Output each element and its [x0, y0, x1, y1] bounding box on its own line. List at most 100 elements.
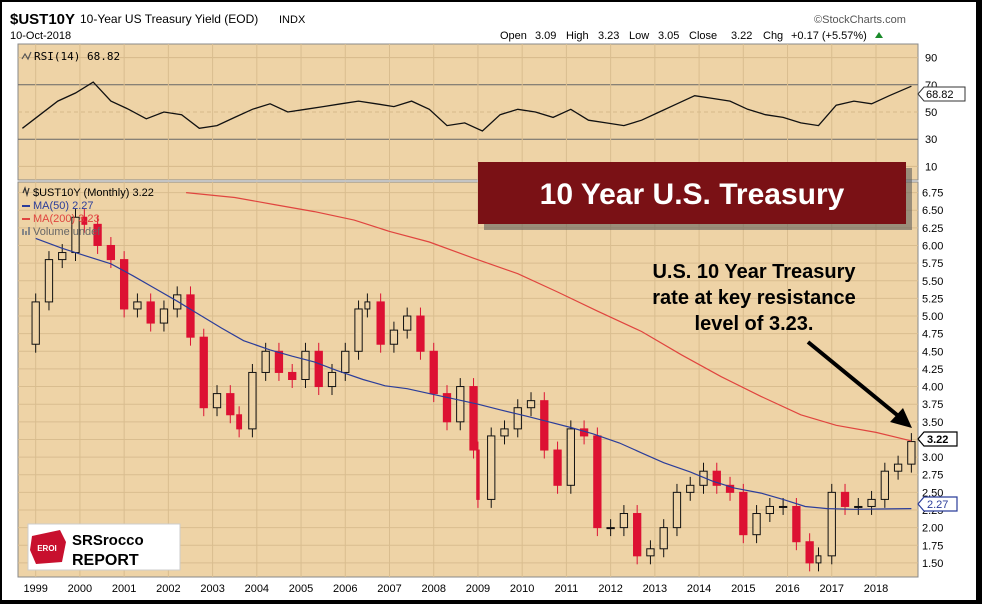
- candle-body: [500, 428, 509, 437]
- price-tick-label: 6.25: [922, 223, 943, 235]
- annotation: U.S. 10 Year Treasury rate at key resist…: [652, 261, 856, 335]
- price-tick-label: 4.00: [922, 382, 943, 394]
- x-tick-label: 2004: [245, 583, 269, 595]
- candle-body: [159, 308, 169, 324]
- candle-body: [236, 414, 243, 430]
- candle-body: [646, 548, 655, 557]
- annotation-line-3: level of 3.23.: [695, 313, 814, 335]
- volume-bars-icon: [22, 227, 30, 235]
- rsi-title: RSI(14) 68.82: [21, 50, 120, 63]
- annotation-arrow-icon: [806, 340, 912, 428]
- price-tick-label: 6.75: [922, 188, 943, 200]
- rsi-tick-label: 30: [925, 134, 937, 146]
- banner-text: 10 Year U.S. Treasury: [540, 178, 845, 211]
- candle-body: [354, 308, 363, 352]
- x-tick-label: 2012: [598, 583, 622, 595]
- low-value: 3.05: [658, 30, 679, 42]
- candle-body: [173, 294, 182, 310]
- svg-text:EROI: EROI: [37, 544, 57, 553]
- usa-map-icon: [30, 530, 66, 564]
- x-tick-label: 2002: [156, 583, 180, 595]
- legend-ma50: MA(50) 2.27: [33, 200, 94, 212]
- candle-body: [778, 505, 788, 508]
- annotation-line-2: rate at key resistance: [652, 287, 855, 309]
- price-candles: [31, 208, 916, 572]
- candle-body: [792, 505, 801, 543]
- price-y-axis: 1.501.752.002.252.502.753.003.253.503.75…: [922, 188, 943, 570]
- candle-body: [907, 441, 916, 465]
- candle-body: [487, 435, 496, 500]
- price-tick-label: 6.50: [922, 205, 943, 217]
- x-tick-label: 2000: [68, 583, 92, 595]
- price-tick-label: 1.50: [922, 558, 943, 570]
- rsi-label: RSI(14) 68.82: [34, 50, 120, 63]
- annotation-line-1: U.S. 10 Year Treasury: [652, 261, 856, 283]
- price-tick-label: 4.25: [922, 364, 943, 376]
- close-value: 3.22: [731, 30, 752, 42]
- x-tick-label: 2013: [643, 583, 667, 595]
- candle-body: [274, 350, 284, 373]
- ma50-line: [35, 237, 912, 510]
- price-tick-label: 5.00: [922, 311, 943, 323]
- candle-body: [476, 449, 480, 500]
- candle-body: [699, 470, 708, 486]
- candle-body: [248, 371, 257, 430]
- candle-body: [146, 301, 155, 324]
- x-axis: 1999 2000 2001 2002 2003 2004 2005 2006 2007 2008…: [23, 583, 888, 595]
- candle-body: [880, 470, 889, 500]
- close-label: Close: [689, 30, 717, 42]
- svg-text:68.82: 68.82: [926, 89, 954, 101]
- legend-ma200: MA(200) 3.23: [33, 213, 100, 225]
- candle-body: [659, 527, 668, 550]
- candle-body: [827, 491, 836, 557]
- price-tick-label: 2.75: [922, 470, 943, 482]
- x-tick-label: 2001: [112, 583, 136, 595]
- brand: ©StockCharts.com: [814, 14, 906, 26]
- price-tick-label: 3.75: [922, 399, 943, 411]
- candle-body: [261, 350, 270, 373]
- logo-bottom-text: REPORT: [72, 552, 139, 569]
- chg-value: +0.17 (+5.57%): [791, 30, 867, 42]
- candle-body: [364, 301, 371, 310]
- candle-body: [815, 555, 822, 564]
- rsi-glyph-icon: [21, 51, 32, 61]
- chart-date: 10-Oct-2018: [10, 30, 71, 42]
- legend-volume: Volume undef: [33, 226, 101, 238]
- candle-body: [133, 301, 142, 310]
- candle-body: [805, 541, 814, 564]
- candle-body: [633, 513, 642, 557]
- x-tick-label: 2015: [731, 583, 755, 595]
- x-tick-label: 2005: [289, 583, 313, 595]
- candle-body: [212, 393, 222, 409]
- price-tick-label: 5.75: [922, 258, 943, 270]
- candle-body: [429, 350, 438, 395]
- candle-body: [327, 371, 337, 388]
- candle-body: [867, 498, 876, 507]
- candle-body: [593, 435, 602, 529]
- price-tick-label: 6.00: [922, 240, 943, 252]
- ohlc-row: Open 3.09 High 3.23 Low 3.05 Close 3.22 …: [500, 30, 883, 42]
- candle-body: [288, 371, 297, 381]
- x-tick-label: 2006: [333, 583, 357, 595]
- rsi-tick-label: 50: [925, 107, 937, 119]
- title-banner: 10 Year U.S. Treasury: [478, 162, 912, 230]
- x-tick-label: 2016: [775, 583, 799, 595]
- candle-body: [416, 315, 425, 352]
- x-tick-label: 2017: [820, 583, 844, 595]
- price-tick-label: 3.00: [922, 452, 943, 464]
- up-arrow-icon: [875, 32, 883, 38]
- series-glyph-icon: [22, 186, 30, 198]
- candle-body: [686, 484, 695, 493]
- svg-text:2.27: 2.27: [927, 499, 948, 511]
- x-tick-label: 2008: [421, 583, 445, 595]
- candle-body: [672, 491, 682, 529]
- svg-text:3.22: 3.22: [927, 434, 948, 446]
- x-tick-label: 1999: [23, 583, 47, 595]
- rsi-value-badge: 68.82: [917, 86, 966, 102]
- description: 10-Year US Treasury Yield (EOD): [80, 12, 258, 26]
- rsi-tick-label: 90: [925, 53, 937, 65]
- price-grid: [18, 182, 918, 577]
- candle-body: [456, 386, 465, 423]
